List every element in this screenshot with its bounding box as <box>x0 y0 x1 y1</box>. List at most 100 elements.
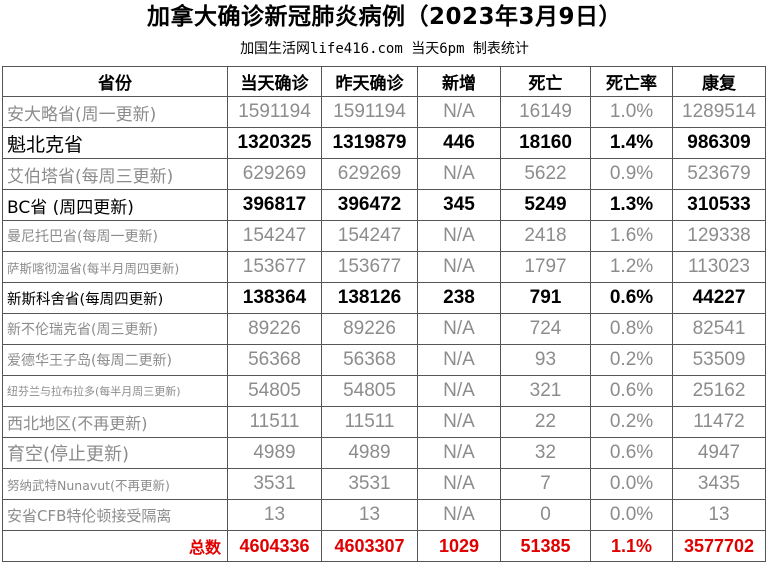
today-cell: 154247 <box>227 220 322 252</box>
recovered-cell: 4947 <box>672 437 766 469</box>
total-rate: 1.1% <box>590 530 673 562</box>
yesterday-cell: 396472 <box>321 189 418 221</box>
new-cell: N/A <box>417 158 501 190</box>
today-cell: 153677 <box>227 251 322 283</box>
deaths-cell: 22 <box>500 406 591 438</box>
header-today: 当天确诊 <box>227 66 322 97</box>
deaths-cell: 0 <box>500 499 591 531</box>
rate-cell: 1.6% <box>590 220 673 252</box>
table-row: 新斯科舍省(每周四更新) 138364 138126 238 791 0.6% … <box>2 282 766 314</box>
deaths-cell: 32 <box>500 437 591 469</box>
province-cell: 努纳武特Nunavut(不再更新) <box>2 468 228 500</box>
total-new: 1029 <box>417 530 501 562</box>
deaths-cell: 2418 <box>500 220 591 252</box>
new-cell: N/A <box>417 313 501 345</box>
new-cell: N/A <box>417 96 501 128</box>
province-cell: 育空(停止更新) <box>2 437 228 469</box>
new-cell: N/A <box>417 220 501 252</box>
new-cell: 238 <box>417 282 501 314</box>
today-cell: 13 <box>227 499 322 531</box>
rate-cell: 0.9% <box>590 158 673 190</box>
today-cell: 4989 <box>227 437 322 469</box>
rate-cell: 0.0% <box>590 468 673 500</box>
province-cell: 魁北克省 <box>2 127 228 159</box>
today-cell: 11511 <box>227 406 322 438</box>
today-cell: 1320325 <box>227 127 322 159</box>
recovered-cell: 523679 <box>672 158 766 190</box>
today-cell: 1591194 <box>227 96 322 128</box>
yesterday-cell: 1591194 <box>321 96 418 128</box>
total-label: 总数 <box>2 530 228 562</box>
province-cell: 安省CFB特伦顿接受隔离 <box>2 499 228 531</box>
table-row: 纽芬兰与拉布拉多(每半月周三更新) 54805 54805 N/A 321 0.… <box>2 375 766 407</box>
header-province: 省份 <box>2 66 228 97</box>
table-row: 育空(停止更新) 4989 4989 N/A 32 0.6% 4947 <box>2 437 766 469</box>
rate-cell: 0.6% <box>590 375 673 407</box>
province-cell: 纽芬兰与拉布拉多(每半月周三更新) <box>2 375 228 407</box>
province-cell: 艾伯塔省(每周三更新) <box>2 158 228 190</box>
table-row: 魁北克省 1320325 1319879 446 18160 1.4% 9863… <box>2 127 766 159</box>
yesterday-cell: 1319879 <box>321 127 418 159</box>
table-row: 安大略省(周一更新) 1591194 1591194 N/A 16149 1.0… <box>2 96 766 128</box>
yesterday-cell: 138126 <box>321 282 418 314</box>
new-cell: N/A <box>417 437 501 469</box>
yesterday-cell: 3531 <box>321 468 418 500</box>
total-row: 总数 4604336 4603307 1029 51385 1.1% 35777… <box>2 530 766 562</box>
table-row: BC省 (周四更新) 396817 396472 345 5249 1.3% 3… <box>2 189 766 221</box>
deaths-cell: 93 <box>500 344 591 376</box>
table-row: 爱德华王子岛(每周二更新) 56368 56368 N/A 93 0.2% 53… <box>2 344 766 376</box>
rate-cell: 0.0% <box>590 499 673 531</box>
recovered-cell: 53509 <box>672 344 766 376</box>
new-cell: N/A <box>417 468 501 500</box>
rate-cell: 0.8% <box>590 313 673 345</box>
table-row: 安省CFB特伦顿接受隔离 13 13 N/A 0 0.0% 13 <box>2 499 766 531</box>
recovered-cell: 11472 <box>672 406 766 438</box>
new-cell: 345 <box>417 189 501 221</box>
recovered-cell: 44227 <box>672 282 766 314</box>
rate-cell: 0.6% <box>590 437 673 469</box>
yesterday-cell: 54805 <box>321 375 418 407</box>
table-row: 曼尼托巴省(每周一更新) 154247 154247 N/A 2418 1.6%… <box>2 220 766 252</box>
page-title: 加拿大确诊新冠肺炎病例（2023年3月9日） <box>146 4 623 30</box>
deaths-cell: 791 <box>500 282 591 314</box>
total-today: 4604336 <box>227 530 322 562</box>
province-cell: 新不伦瑞克省(周三更新) <box>2 313 228 345</box>
header-new: 新增 <box>417 66 501 97</box>
recovered-cell: 1289514 <box>672 96 766 128</box>
total-recovered: 3577702 <box>672 530 766 562</box>
rate-cell: 1.0% <box>590 96 673 128</box>
province-cell: 安大略省(周一更新) <box>2 96 228 128</box>
yesterday-cell: 153677 <box>321 251 418 283</box>
deaths-cell: 724 <box>500 313 591 345</box>
rate-cell: 1.4% <box>590 127 673 159</box>
rate-cell: 0.6% <box>590 282 673 314</box>
new-cell: N/A <box>417 251 501 283</box>
deaths-cell: 1797 <box>500 251 591 283</box>
header-rate: 死亡率 <box>590 66 673 97</box>
table-header-row: 省份 当天确诊 昨天确诊 新增 死亡 死亡率 康复 <box>2 66 766 97</box>
cases-table: 省份 当天确诊 昨天确诊 新增 死亡 死亡率 康复 安大略省(周一更新) 159… <box>2 66 766 562</box>
new-cell: N/A <box>417 375 501 407</box>
province-cell: 萨斯喀彻温省(每半月周四更新) <box>2 251 228 283</box>
deaths-cell: 16149 <box>500 96 591 128</box>
province-cell: 西北地区(不再更新) <box>2 406 228 438</box>
yesterday-cell: 89226 <box>321 313 418 345</box>
recovered-cell: 82541 <box>672 313 766 345</box>
province-cell: BC省 (周四更新) <box>2 189 228 221</box>
deaths-cell: 7 <box>500 468 591 500</box>
deaths-cell: 321 <box>500 375 591 407</box>
today-cell: 56368 <box>227 344 322 376</box>
table-row: 艾伯塔省(每周三更新) 629269 629269 N/A 5622 0.9% … <box>2 158 766 190</box>
new-cell: N/A <box>417 406 501 438</box>
total-yesterday: 4603307 <box>321 530 418 562</box>
today-cell: 138364 <box>227 282 322 314</box>
province-cell: 曼尼托巴省(每周一更新) <box>2 220 228 252</box>
today-cell: 54805 <box>227 375 322 407</box>
yesterday-cell: 629269 <box>321 158 418 190</box>
province-cell: 新斯科舍省(每周四更新) <box>2 282 228 314</box>
yesterday-cell: 11511 <box>321 406 418 438</box>
yesterday-cell: 13 <box>321 499 418 531</box>
header-yesterday: 昨天确诊 <box>321 66 418 97</box>
rate-cell: 0.2% <box>590 344 673 376</box>
deaths-cell: 18160 <box>500 127 591 159</box>
